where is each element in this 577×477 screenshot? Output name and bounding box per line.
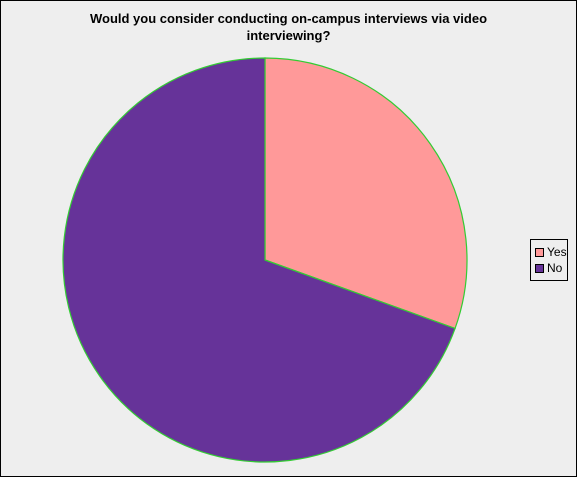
legend-swatch-no — [535, 263, 544, 273]
legend-item-yes: Yes — [535, 244, 567, 260]
legend-swatch-yes — [535, 247, 544, 257]
chart-title: Would you consider conducting on-campus … — [89, 11, 488, 43]
legend-item-no: No — [535, 260, 567, 276]
pie-slices — [62, 57, 468, 463]
legend-label-no: No — [547, 261, 563, 275]
pie-slice-yes — [264, 57, 468, 330]
legend-label-yes: Yes — [547, 245, 567, 259]
pie-slice-no — [62, 57, 456, 463]
legend: Yes No — [530, 239, 568, 281]
